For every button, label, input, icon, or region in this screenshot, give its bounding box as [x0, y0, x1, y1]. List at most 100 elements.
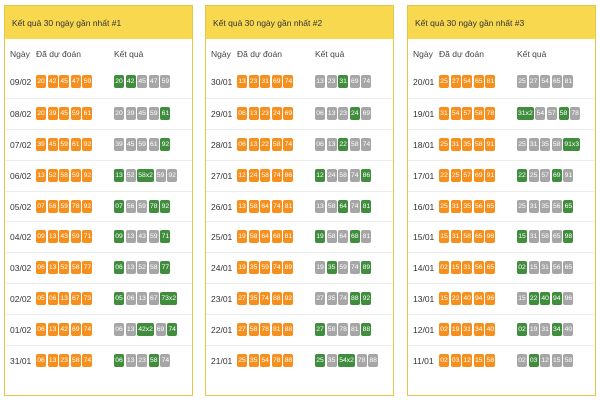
predicted-number: 56 [473, 199, 484, 213]
predicted-numbers: 15 22 40 94 96 [439, 292, 496, 306]
results-panel-3: Kết quả 30 ngày gần nhất #3 Ngày Đã dự đ… [407, 5, 596, 396]
result-number-miss: 31 [528, 137, 539, 151]
result-number-miss: 74 [361, 75, 372, 88]
result-number-hit: 05 [114, 292, 124, 306]
predicted-number: 78 [260, 323, 271, 337]
predicted-number: 74 [271, 199, 282, 213]
predicted-number: 74 [82, 354, 93, 368]
predicted-number: 58 [473, 106, 484, 120]
row-date: 05/02 [10, 201, 32, 212]
result-row: 21/01 25 35 54 78 88 25 35 54x2 78 88 [206, 345, 393, 376]
predicted-number: 54 [450, 106, 461, 120]
result-number-miss: 58 [338, 168, 349, 182]
result-number-hit: 71 [160, 230, 171, 244]
result-number-miss: 35 [326, 354, 337, 368]
result-number-miss: 06 [315, 137, 325, 151]
predicted-number: 31 [462, 323, 473, 337]
predicted-numbers: 06 13 22 58 74 [237, 137, 294, 151]
result-numbers: 19 58 64 68 81 [315, 230, 372, 244]
row-date: 06/02 [10, 170, 32, 181]
result-row: 03/02 06 13 52 58 77 06 13 52 58 77 [5, 252, 192, 283]
predicted-number: 02 [439, 261, 449, 275]
result-row: 05/02 07 56 59 78 92 07 56 59 78 92 [5, 190, 192, 222]
result-number-miss: 13 [125, 230, 136, 244]
result-number-hit: 42x2 [137, 323, 154, 337]
predicted-number: 54 [260, 354, 271, 368]
result-row: 12/01 02 19 31 34 40 02 19 31 34 40 [408, 314, 595, 345]
predicted-number: 59 [70, 230, 81, 244]
row-date: 04/02 [10, 232, 32, 243]
result-number-hit: 31 [338, 75, 349, 88]
column-header-day: Ngày [211, 49, 231, 59]
result-number-hit: 54x2 [338, 354, 355, 368]
result-number-hit: 81 [361, 199, 372, 213]
predicted-number: 88 [271, 292, 282, 306]
result-numbers: 13 52 58x2 59 92 [114, 168, 178, 182]
result-numbers: 06 13 52 58 77 [114, 261, 171, 275]
panel-title: Kết quả 30 ngày gần nhất #2 [206, 6, 393, 39]
result-numbers: 25 31 35 58 91x3 [517, 137, 581, 151]
result-number-miss: 59 [160, 75, 171, 88]
result-number-hit: 73x2 [160, 292, 178, 306]
predicted-number: 35 [248, 292, 259, 306]
result-row: 20/01 25 27 54 65 81 25 27 54 65 81 [408, 67, 595, 98]
row-date: 15/01 [413, 232, 435, 243]
result-number-miss: 06 [315, 106, 325, 120]
predicted-numbers: 25 31 35 56 65 [439, 199, 496, 213]
result-number-miss: 57 [546, 106, 557, 120]
predicted-number: 58 [248, 230, 259, 244]
result-number-miss: 88 [368, 354, 379, 368]
predicted-number: 91 [485, 168, 496, 182]
result-number-hit: 27 [315, 323, 325, 337]
predicted-number: 96 [485, 292, 496, 306]
result-number-miss: 31 [528, 199, 539, 213]
predicted-number: 39 [47, 106, 58, 120]
row-date: 01/02 [10, 325, 32, 336]
result-numbers: 31x2 54 57 58 78 [517, 106, 581, 120]
predicted-number: 59 [70, 168, 81, 182]
result-number-hit: 89 [361, 261, 372, 275]
results-rows: 30/01 13 23 31 69 74 13 23 31 69 74 29/01 06 13 23 24 69… [206, 67, 393, 376]
result-number-miss: 47 [148, 75, 159, 88]
predicted-number: 23 [248, 75, 259, 88]
predicted-number: 59 [59, 199, 70, 213]
predicted-number: 20 [36, 75, 46, 88]
predicted-number: 58 [59, 168, 70, 182]
result-number-miss: 59 [338, 261, 349, 275]
result-number-hit: 22 [338, 137, 349, 151]
result-number-miss: 59 [155, 168, 166, 182]
predicted-number: 13 [59, 292, 70, 306]
predicted-number: 09 [36, 230, 46, 244]
panel-title: Kết quả 30 ngày gần nhất #3 [408, 6, 595, 39]
result-number-hit: 31x2 [517, 106, 534, 120]
result-row: 06/02 13 52 58 59 92 13 52 58x2 59 92 [5, 159, 192, 191]
result-number-miss: 58 [551, 137, 562, 151]
results-panel-1: Kết quả 30 ngày gần nhất #1 Ngày Đã dự đ… [4, 5, 193, 396]
predicted-number: 25 [450, 168, 461, 182]
row-date: 31/01 [10, 356, 32, 367]
result-number-miss: 92 [167, 168, 178, 182]
predicted-number: 13 [248, 106, 259, 120]
result-number-miss: 78 [356, 354, 367, 368]
result-number-miss: 78 [570, 106, 581, 120]
result-row: 15/01 15 31 58 65 98 15 31 58 65 98 [408, 221, 595, 252]
result-number-miss: 52 [125, 168, 136, 182]
result-number-hit: 22 [517, 168, 527, 182]
result-number-miss: 06 [114, 323, 124, 337]
result-number-hit: 06 [114, 354, 124, 368]
result-number-hit: 02 [517, 323, 527, 337]
result-numbers: 25 35 54x2 78 88 [315, 354, 379, 368]
result-number-miss: 15 [528, 261, 539, 275]
result-number-hit: 15 [517, 230, 527, 244]
result-number-miss: 23 [326, 75, 337, 88]
predicted-number: 35 [248, 354, 259, 368]
result-number-miss: 74 [361, 137, 372, 151]
result-row: 19/01 31 54 57 58 78 31x2 54 57 58 78 [408, 97, 595, 129]
predicted-number: 31 [450, 230, 461, 244]
column-header-predicted: Đã dự đoán [36, 49, 81, 59]
result-number-hit: 74 [167, 323, 178, 337]
result-row: 29/01 06 13 23 24 69 06 13 23 24 69 [206, 97, 393, 129]
result-number-hit: 68 [349, 230, 360, 244]
predicted-number: 35 [248, 261, 259, 275]
result-number-hit: 91x3 [563, 137, 581, 151]
